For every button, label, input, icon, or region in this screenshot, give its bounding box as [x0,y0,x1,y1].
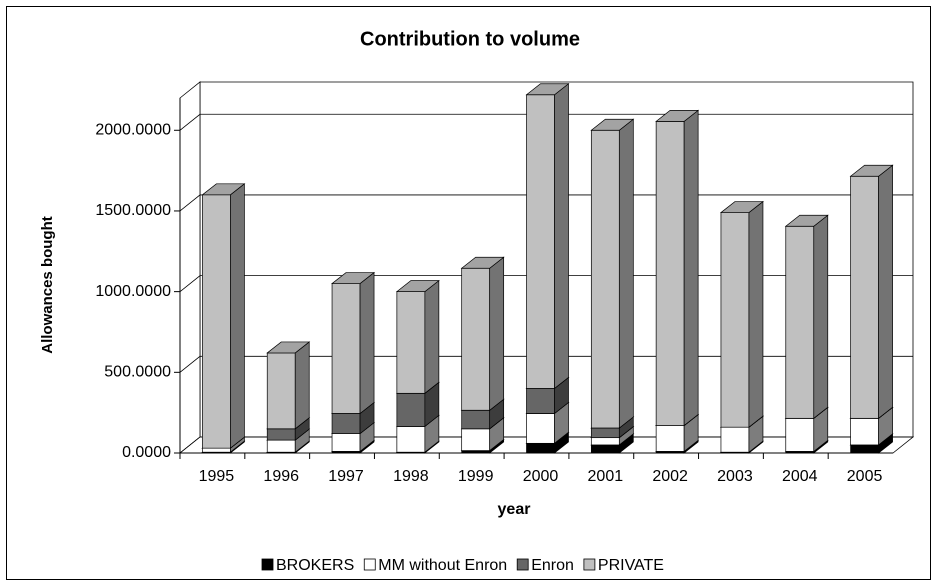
bar-side [813,214,829,420]
legend-label: Enron [531,557,574,574]
bar-side [489,256,505,411]
bar-top [525,83,570,96]
bar [850,417,879,446]
x-tick-label: 2001 [588,468,624,485]
chart-title: Contribution to volume [360,28,580,50]
bar [785,225,815,419]
bar [850,444,879,454]
legend-swatch [516,558,529,571]
bar [461,267,491,411]
y-tick-label: 1500.0000 [95,202,171,219]
bar-side [424,279,440,395]
bar [590,129,620,429]
x-tick-label: 2005 [847,468,883,485]
bar [720,212,750,428]
x-axis-title: year [498,501,531,518]
bar [461,428,491,451]
bar [461,409,491,430]
bar [331,283,361,414]
bar-side [878,164,893,420]
x-tick-label: 2003 [717,468,753,485]
bar-side [359,271,375,415]
bar [266,352,296,430]
side-wall [179,81,201,454]
bar [526,413,555,444]
bar [590,437,620,446]
bar [331,433,361,452]
legend-swatch [363,558,376,571]
x-tick-label: 2000 [523,468,559,485]
bar [850,175,879,419]
bar-top [331,272,376,284]
bar-top [266,341,311,354]
x-tick-label: 1997 [328,468,364,485]
bar-top [590,118,635,131]
legend-label: PRIVATE [598,557,664,574]
bar-top [849,164,894,177]
bar [266,439,296,453]
x-tick-label: 1999 [458,468,494,485]
bar-side [230,183,245,449]
x-tick-label: 1995 [199,468,235,485]
bar [655,425,685,452]
bar [202,194,231,449]
bar [720,426,750,453]
bar [396,426,426,453]
y-axis-title: Allowances bought [39,216,56,354]
bar-side [618,118,634,429]
bar [526,388,555,414]
bar-side [294,341,310,430]
bar [202,447,231,453]
bar-side [554,83,569,390]
y-tick-label: 0.0000 [122,444,171,461]
bar-top [655,110,700,122]
y-tick-label: 500.0000 [104,364,171,381]
legend-label: MM without Enron [378,557,507,574]
bar-top [460,256,505,269]
y-tick-label: 1000.0000 [95,283,171,300]
bar [590,444,620,454]
y-tick-label: 2000.0000 [95,121,171,138]
bar [785,417,815,452]
legend-swatch [261,558,274,571]
bar [331,413,361,434]
bar [396,291,426,394]
bar [266,428,296,441]
bar-top [395,280,440,292]
x-tick-label: 1998 [393,468,429,485]
x-tick-label: 2002 [652,468,688,485]
bar-top [201,183,246,196]
bar [396,392,426,427]
bar-top [784,214,829,227]
bar [655,121,685,426]
bar-side [683,109,699,427]
x-tick-label: 2004 [782,468,818,485]
legend-swatch [583,558,596,571]
legend-label: BROKERS [276,557,354,574]
bar [590,427,620,439]
bar-top [719,201,764,213]
bar [526,442,555,454]
bar [526,94,555,389]
bar-side [748,200,764,428]
x-tick-label: 1996 [263,468,299,485]
